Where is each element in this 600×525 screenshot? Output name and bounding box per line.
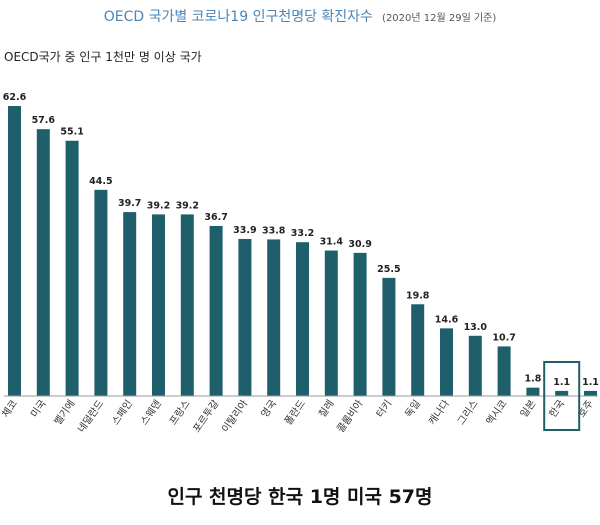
category-label: 독일 bbox=[403, 398, 423, 420]
category-label: 콜롬비아 bbox=[335, 398, 366, 435]
category-label: 벨기에 bbox=[52, 398, 78, 427]
bar-체코 bbox=[8, 106, 21, 396]
category-label: 체코 bbox=[0, 398, 20, 420]
category-label: 포르투갈 bbox=[190, 397, 222, 435]
category-label: 멕시코 bbox=[484, 398, 510, 427]
bar-독일 bbox=[411, 304, 424, 396]
category-label: 프랑스 bbox=[167, 398, 193, 427]
bar-그리스 bbox=[469, 336, 482, 396]
value-label: 44.5 bbox=[89, 176, 112, 187]
category-label: 일본 bbox=[518, 398, 538, 420]
bar-터키 bbox=[382, 278, 395, 396]
value-label: 14.6 bbox=[435, 314, 459, 325]
chart-caption: 인구 천명당 한국 1명 미국 57명 bbox=[0, 482, 600, 509]
bar-멕시코 bbox=[498, 346, 511, 396]
value-label: 57.6 bbox=[32, 115, 56, 126]
value-label: 36.7 bbox=[204, 212, 227, 223]
value-label: 1.1 bbox=[553, 377, 570, 388]
bar-호주 bbox=[584, 391, 597, 396]
bar-폴란드 bbox=[296, 242, 309, 396]
bar-벨기에 bbox=[66, 141, 79, 396]
value-label: 33.8 bbox=[262, 225, 286, 236]
value-label: 19.8 bbox=[406, 290, 430, 301]
value-label: 1.8 bbox=[524, 374, 541, 385]
category-label: 그리스 bbox=[455, 398, 481, 427]
bar-한국 bbox=[555, 391, 568, 396]
category-label: 폴란드 bbox=[282, 398, 308, 427]
value-label: 1.1 bbox=[582, 377, 599, 388]
bar-chart: 62.6 57.6 55.1 44.5 39.7 39.2 39.2 36.7 33.9 33.8… bbox=[0, 0, 600, 470]
bar-네덜란드 bbox=[94, 190, 107, 396]
category-label: 한국 bbox=[547, 398, 567, 420]
value-label: 39.2 bbox=[147, 200, 170, 211]
category-label: 스웨덴 bbox=[138, 398, 164, 427]
value-label: 30.9 bbox=[348, 239, 371, 250]
bar-콜롬비아 bbox=[354, 253, 367, 396]
value-label: 55.1 bbox=[60, 127, 83, 138]
value-label: 33.2 bbox=[291, 228, 314, 239]
value-label: 13.0 bbox=[464, 322, 488, 333]
value-label: 31.4 bbox=[320, 237, 344, 248]
category-label: 터키 bbox=[374, 398, 394, 420]
value-label: 33.9 bbox=[233, 225, 256, 236]
bar-영국 bbox=[267, 239, 280, 396]
category-label: 네덜란드 bbox=[75, 398, 106, 435]
category-label: 영국 bbox=[259, 398, 279, 420]
category-label: 미국 bbox=[28, 398, 48, 420]
bar-칠레 bbox=[325, 251, 338, 396]
bar-스페인 bbox=[123, 212, 136, 396]
bar-스웨덴 bbox=[152, 214, 165, 396]
category-label: 칠레 bbox=[316, 398, 336, 420]
bar-프랑스 bbox=[181, 214, 194, 396]
category-label: 스페인 bbox=[109, 398, 135, 427]
value-label: 39.7 bbox=[118, 198, 141, 209]
bar-포르투갈 bbox=[210, 226, 223, 396]
value-label: 10.7 bbox=[492, 332, 515, 343]
value-label: 25.5 bbox=[377, 264, 400, 275]
value-label: 62.6 bbox=[3, 92, 27, 103]
category-label: 캐나다 bbox=[426, 398, 452, 427]
bar-이탈리아 bbox=[238, 239, 251, 396]
bar-미국 bbox=[37, 129, 50, 396]
category-label: 이탈리아 bbox=[219, 397, 251, 435]
bar-캐나다 bbox=[440, 328, 453, 396]
bar-일본 bbox=[526, 388, 539, 396]
value-label: 39.2 bbox=[176, 200, 199, 211]
